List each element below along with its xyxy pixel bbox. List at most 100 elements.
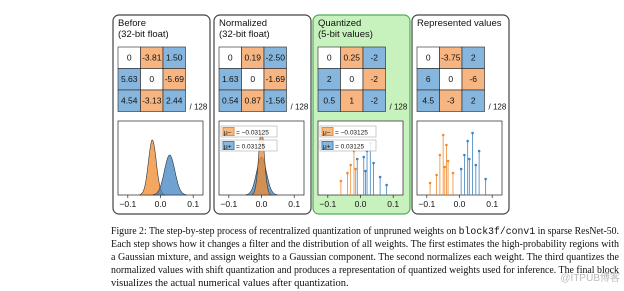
matrix-value: 0.5 [323, 96, 335, 106]
matrix-value: 2 [471, 96, 476, 106]
density-area [152, 154, 188, 196]
stem-head [459, 167, 463, 171]
panel-title: Represented values [417, 18, 502, 29]
legend-swatch [222, 127, 235, 136]
stem-head [477, 149, 481, 153]
matrix-value: 0.19 [244, 53, 261, 63]
matrix-cell [162, 89, 186, 112]
matrix-value: -5.69 [165, 74, 185, 84]
stem-head [362, 155, 366, 159]
stem-head [445, 143, 448, 147]
x-tick-label: 0.0 [256, 199, 268, 209]
panel-title: Normalized [219, 18, 267, 29]
x-tick-label: −0.1 [220, 199, 237, 209]
matrix-value: 6 [426, 74, 431, 84]
stem-head [441, 133, 445, 137]
legend-swatch [321, 141, 334, 150]
x-tick-label: 0.0 [355, 199, 367, 209]
matrix-value: 0 [250, 74, 255, 84]
matrix-value: 0 [327, 53, 332, 63]
stem-head [463, 153, 466, 157]
legend-box [319, 125, 377, 138]
legend-symbol: μ+ [224, 144, 232, 151]
matrix-value: 0 [127, 53, 132, 63]
caption-line: Each step shows how it changes a filter … [111, 239, 620, 250]
x-tick-label: −0.1 [319, 199, 336, 209]
matrix-value: -2 [370, 53, 378, 63]
matrix-value: -2 [370, 74, 378, 84]
stem-head [385, 183, 388, 187]
stem-head [339, 179, 343, 183]
stem-head [354, 167, 357, 171]
stem-head [378, 175, 382, 179]
stem-head [484, 177, 487, 181]
matrix-value: -2 [370, 96, 378, 106]
caption-line: visualizes the actual numerical values a… [111, 278, 349, 289]
stem-head [435, 173, 438, 177]
matrix-value: -2.50 [266, 53, 286, 63]
panel: Before(32-bit float) 0 -3.81 1.50 5.63 0 -5.69… [112, 14, 211, 215]
matrix-value: 0 [149, 74, 154, 84]
stem-head [468, 157, 471, 161]
stem-head [474, 163, 478, 167]
matrix-value: 2 [471, 53, 476, 63]
matrix-value: 0.54 [222, 96, 239, 106]
matrix-value: 2.44 [166, 96, 183, 106]
stem-head [446, 159, 450, 163]
panel-title: (5-bit values) [318, 29, 373, 40]
x-tick-label: 0.1 [387, 199, 399, 209]
panel: Normalized(32-bit float) 0 0.19 -2.50 1.63 0 -… [213, 14, 312, 215]
legend-box [319, 139, 377, 152]
matrix-value: -6 [469, 74, 477, 84]
matrix-value: -3.81 [142, 53, 162, 63]
x-tick-label: 0.0 [155, 199, 167, 209]
stem-head [471, 131, 474, 135]
panel: Quantized(5-bit values) 0 0.25 -2 2 0 -2 0.5 1 -2… [312, 14, 411, 215]
stem-head [364, 169, 367, 173]
matrix-value: 2 [327, 74, 332, 84]
stem-head [466, 139, 469, 143]
caption-line: Figure 2: The step-by-step process of re… [111, 226, 619, 238]
stem-head [428, 181, 432, 185]
panel-title: (32-bit float) [219, 29, 270, 40]
caption-text: Figure 2: The step-by-step process of re… [111, 226, 459, 237]
x-tick-label: 0.1 [187, 199, 199, 209]
matrix-cell [263, 89, 287, 112]
matrix-value: 0 [448, 74, 453, 84]
panel-title: Before [118, 18, 146, 29]
panel: Represented values 0 -3.75 2 6 0 -6 4.5 -3 2 / 128… [411, 14, 510, 215]
legend-symbol: μ− [224, 130, 232, 137]
matrix-value: -3 [447, 96, 455, 106]
caption-line: a Gaussian mixture, and assign weights t… [111, 252, 619, 263]
caption-line: normalized values with shift quantizatio… [111, 265, 620, 276]
scale-label: / 128 [190, 103, 208, 112]
matrix-value: 1.50 [166, 53, 183, 63]
legend-symbol: μ+ [323, 144, 331, 151]
legend-box [220, 125, 278, 138]
matrix-value: 5.63 [121, 74, 138, 84]
matrix-value: 1 [349, 96, 354, 106]
legend-symbol: μ− [323, 130, 331, 137]
panel-title: (32-bit float) [118, 29, 169, 40]
matrix-value: 4.5 [422, 96, 434, 106]
scale-label: / 128 [489, 103, 507, 112]
panels: Before(32-bit float)0 -3.81 1.505.63 0 -5.69… [112, 14, 510, 215]
scale-label: / 128 [291, 103, 309, 112]
matrix-value: -3.13 [142, 96, 162, 106]
scale-label: / 128 [390, 103, 408, 112]
watermark: @ITPUB博客 [560, 271, 620, 284]
matrix-value: 0.25 [343, 53, 360, 63]
matrix-cell [461, 89, 485, 112]
stem-head [372, 161, 375, 165]
stem-head [438, 153, 442, 157]
legend-label: = 0.03125 [236, 144, 265, 151]
stem-head [451, 171, 455, 175]
matrix-value: 0.87 [244, 96, 261, 106]
legend-swatch [321, 127, 334, 136]
x-tick-label: −0.1 [119, 199, 136, 209]
plot-frame [117, 120, 204, 196]
legend-label: = −0.03125 [335, 130, 368, 137]
stem-head [355, 157, 359, 161]
matrix-value: -3.75 [441, 53, 461, 63]
matrix-value: -1.69 [266, 74, 286, 84]
